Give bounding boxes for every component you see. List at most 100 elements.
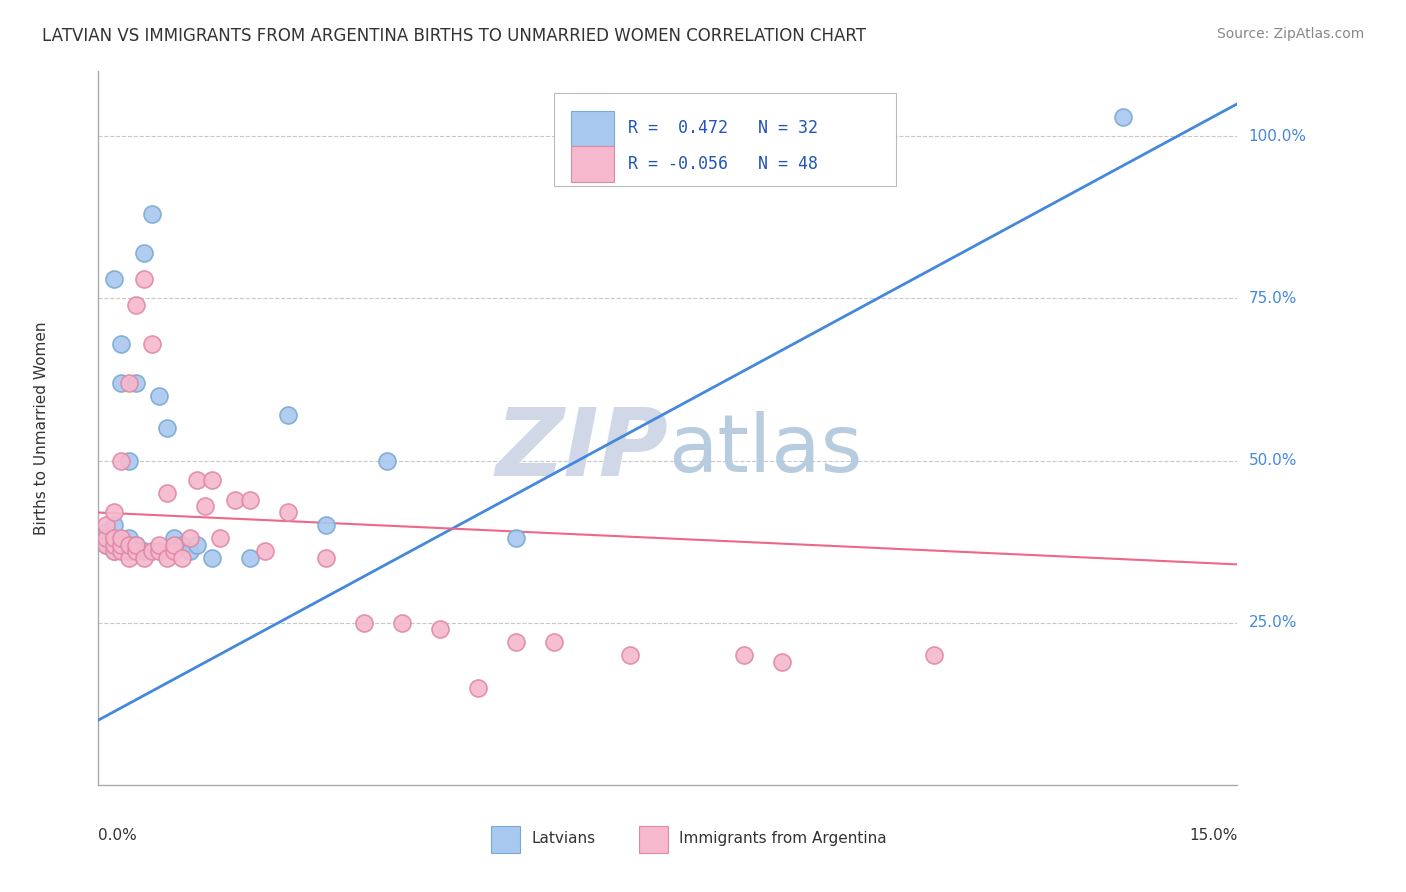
Point <box>254 544 277 558</box>
Point <box>156 550 179 565</box>
Point <box>186 538 208 552</box>
Point <box>94 538 117 552</box>
Point <box>505 635 527 649</box>
Point <box>170 550 193 565</box>
Point <box>429 622 451 636</box>
Point <box>132 246 155 260</box>
Point <box>770 655 793 669</box>
Text: Latvians: Latvians <box>531 831 595 846</box>
Point <box>163 538 186 552</box>
Point <box>163 544 186 558</box>
Point <box>103 272 125 286</box>
Point <box>103 544 125 558</box>
Point <box>391 615 413 630</box>
Point <box>118 538 141 552</box>
Point <box>201 550 224 565</box>
Point <box>467 681 489 695</box>
Point <box>1112 110 1135 124</box>
Point <box>110 544 132 558</box>
Point <box>277 506 299 520</box>
Point <box>125 544 148 558</box>
Point <box>156 486 179 500</box>
Point <box>118 544 141 558</box>
Point <box>148 544 170 558</box>
Point <box>224 492 246 507</box>
Point <box>156 421 179 435</box>
Text: 0.0%: 0.0% <box>98 828 138 843</box>
Point <box>619 648 641 663</box>
Point <box>103 518 125 533</box>
Text: LATVIAN VS IMMIGRANTS FROM ARGENTINA BIRTHS TO UNMARRIED WOMEN CORRELATION CHART: LATVIAN VS IMMIGRANTS FROM ARGENTINA BIR… <box>42 27 866 45</box>
Point <box>118 453 141 467</box>
Point <box>132 272 155 286</box>
FancyBboxPatch shape <box>571 146 614 182</box>
Point <box>353 615 375 630</box>
Point <box>141 336 163 351</box>
Point <box>194 499 217 513</box>
Point <box>110 376 132 390</box>
Text: R =  0.472   N = 32: R = 0.472 N = 32 <box>628 120 818 137</box>
Point <box>148 538 170 552</box>
Point <box>141 544 163 558</box>
Text: R = -0.056   N = 48: R = -0.056 N = 48 <box>628 155 818 173</box>
Point <box>505 532 527 546</box>
Point <box>118 532 141 546</box>
Point <box>94 532 117 546</box>
Point <box>141 207 163 221</box>
Point <box>110 453 132 467</box>
Point <box>110 538 132 552</box>
Point <box>315 550 337 565</box>
Text: 15.0%: 15.0% <box>1189 828 1237 843</box>
FancyBboxPatch shape <box>640 826 668 853</box>
FancyBboxPatch shape <box>571 111 614 146</box>
Point <box>125 538 148 552</box>
Point <box>201 473 224 487</box>
Point <box>922 648 945 663</box>
FancyBboxPatch shape <box>554 93 896 186</box>
Point <box>94 518 117 533</box>
Text: Source: ZipAtlas.com: Source: ZipAtlas.com <box>1216 27 1364 41</box>
Text: 25.0%: 25.0% <box>1249 615 1296 631</box>
Text: Immigrants from Argentina: Immigrants from Argentina <box>679 831 887 846</box>
Text: atlas: atlas <box>668 410 862 489</box>
Point <box>110 336 132 351</box>
Point <box>125 538 148 552</box>
Point <box>125 376 148 390</box>
Point <box>110 538 132 552</box>
Point <box>163 532 186 546</box>
Point <box>103 544 125 558</box>
Point <box>315 518 337 533</box>
Point <box>118 376 141 390</box>
Point <box>94 524 117 539</box>
Point <box>132 544 155 558</box>
Point <box>94 532 117 546</box>
Text: 75.0%: 75.0% <box>1249 291 1296 306</box>
Point <box>170 538 193 552</box>
Text: 100.0%: 100.0% <box>1249 128 1306 144</box>
Point <box>375 453 398 467</box>
Point <box>733 648 755 663</box>
Point <box>239 492 262 507</box>
Point <box>179 544 201 558</box>
Point <box>103 538 125 552</box>
Point <box>110 532 132 546</box>
FancyBboxPatch shape <box>491 826 520 853</box>
Point <box>186 473 208 487</box>
Point <box>125 298 148 312</box>
Point <box>125 544 148 558</box>
Point <box>132 550 155 565</box>
Point <box>148 389 170 403</box>
Point <box>118 550 141 565</box>
Point <box>103 506 125 520</box>
Point <box>543 635 565 649</box>
Point <box>94 538 117 552</box>
Text: ZIP: ZIP <box>495 403 668 496</box>
Point <box>103 532 125 546</box>
Point <box>208 532 231 546</box>
Point <box>103 532 125 546</box>
Point <box>277 408 299 422</box>
Text: 50.0%: 50.0% <box>1249 453 1296 468</box>
Point <box>239 550 262 565</box>
Point <box>179 532 201 546</box>
Text: Births to Unmarried Women: Births to Unmarried Women <box>34 321 49 535</box>
